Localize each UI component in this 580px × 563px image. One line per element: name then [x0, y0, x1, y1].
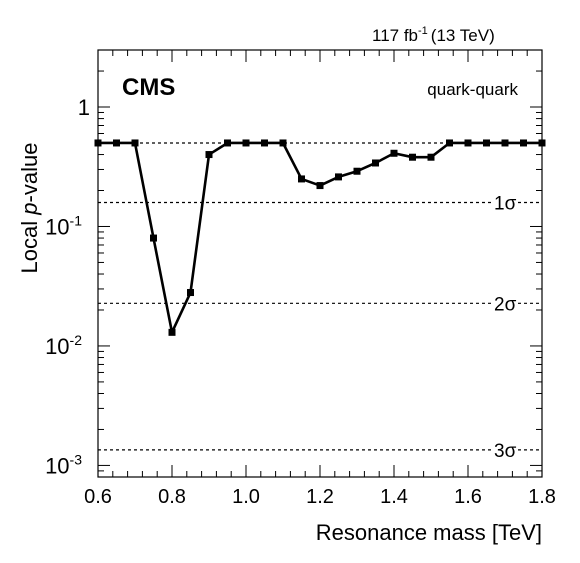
sigma-label: 3σ — [494, 441, 517, 462]
data-point — [316, 182, 324, 190]
x-tick-label: 0.8 — [158, 486, 186, 508]
data-point — [113, 139, 120, 147]
data-point — [353, 167, 361, 175]
y-tick-label: 1 — [78, 95, 90, 120]
y-tick-label: 10-2 — [45, 332, 82, 359]
data-point — [335, 173, 342, 181]
data-point — [520, 139, 527, 147]
data-point — [224, 139, 231, 147]
plot-frame — [97, 49, 543, 478]
x-tick-label: 1.0 — [232, 486, 260, 508]
y-tick-label: 10-3 — [45, 451, 82, 478]
data-point — [94, 139, 102, 147]
series-line — [98, 141, 542, 334]
y-axis-title: Local p-value — [17, 143, 42, 274]
data-point — [501, 139, 509, 147]
sigma-label: 1σ — [494, 194, 517, 215]
x-tick-label: 1.4 — [380, 486, 408, 508]
sigma-lines: 1σ 2σ 3σ — [98, 142, 542, 462]
data-point — [261, 139, 268, 147]
data-point — [409, 153, 416, 161]
data-point — [150, 234, 157, 242]
channel-label: quark-quark — [427, 80, 518, 99]
y-tick-label: 10-1 — [45, 212, 82, 239]
data-point — [446, 139, 453, 147]
data-point — [390, 149, 398, 157]
experiment-label: CMS — [122, 74, 175, 101]
x-tick-label: 1.8 — [528, 486, 556, 508]
data-point — [298, 175, 305, 183]
tick-labels: 0.6 0.8 1.0 1.2 1.4 1.6 1.8 1 10-1 10-2 10-3 — [45, 95, 556, 508]
data-point — [205, 151, 213, 159]
sigma-label: 2σ — [494, 294, 517, 315]
data-point — [187, 289, 194, 297]
data-point — [131, 139, 139, 147]
x-tick-label: 1.6 — [454, 486, 482, 508]
data-point — [464, 139, 472, 147]
ticks-layer — [97, 49, 543, 478]
data-point — [483, 139, 490, 147]
data-point — [168, 328, 176, 336]
data-point — [279, 139, 287, 147]
luminosity-label: 117 fb-1 (13 TeV) — [372, 25, 495, 45]
x-axis-title: Resonance mass [TeV] — [316, 520, 542, 545]
data-point — [372, 159, 379, 167]
x-tick-label: 1.2 — [306, 486, 334, 508]
data-point — [538, 139, 546, 147]
data-point — [242, 139, 250, 147]
series-pvalue — [94, 139, 546, 336]
x-tick-label: 0.6 — [84, 486, 112, 508]
data-point — [427, 153, 435, 161]
